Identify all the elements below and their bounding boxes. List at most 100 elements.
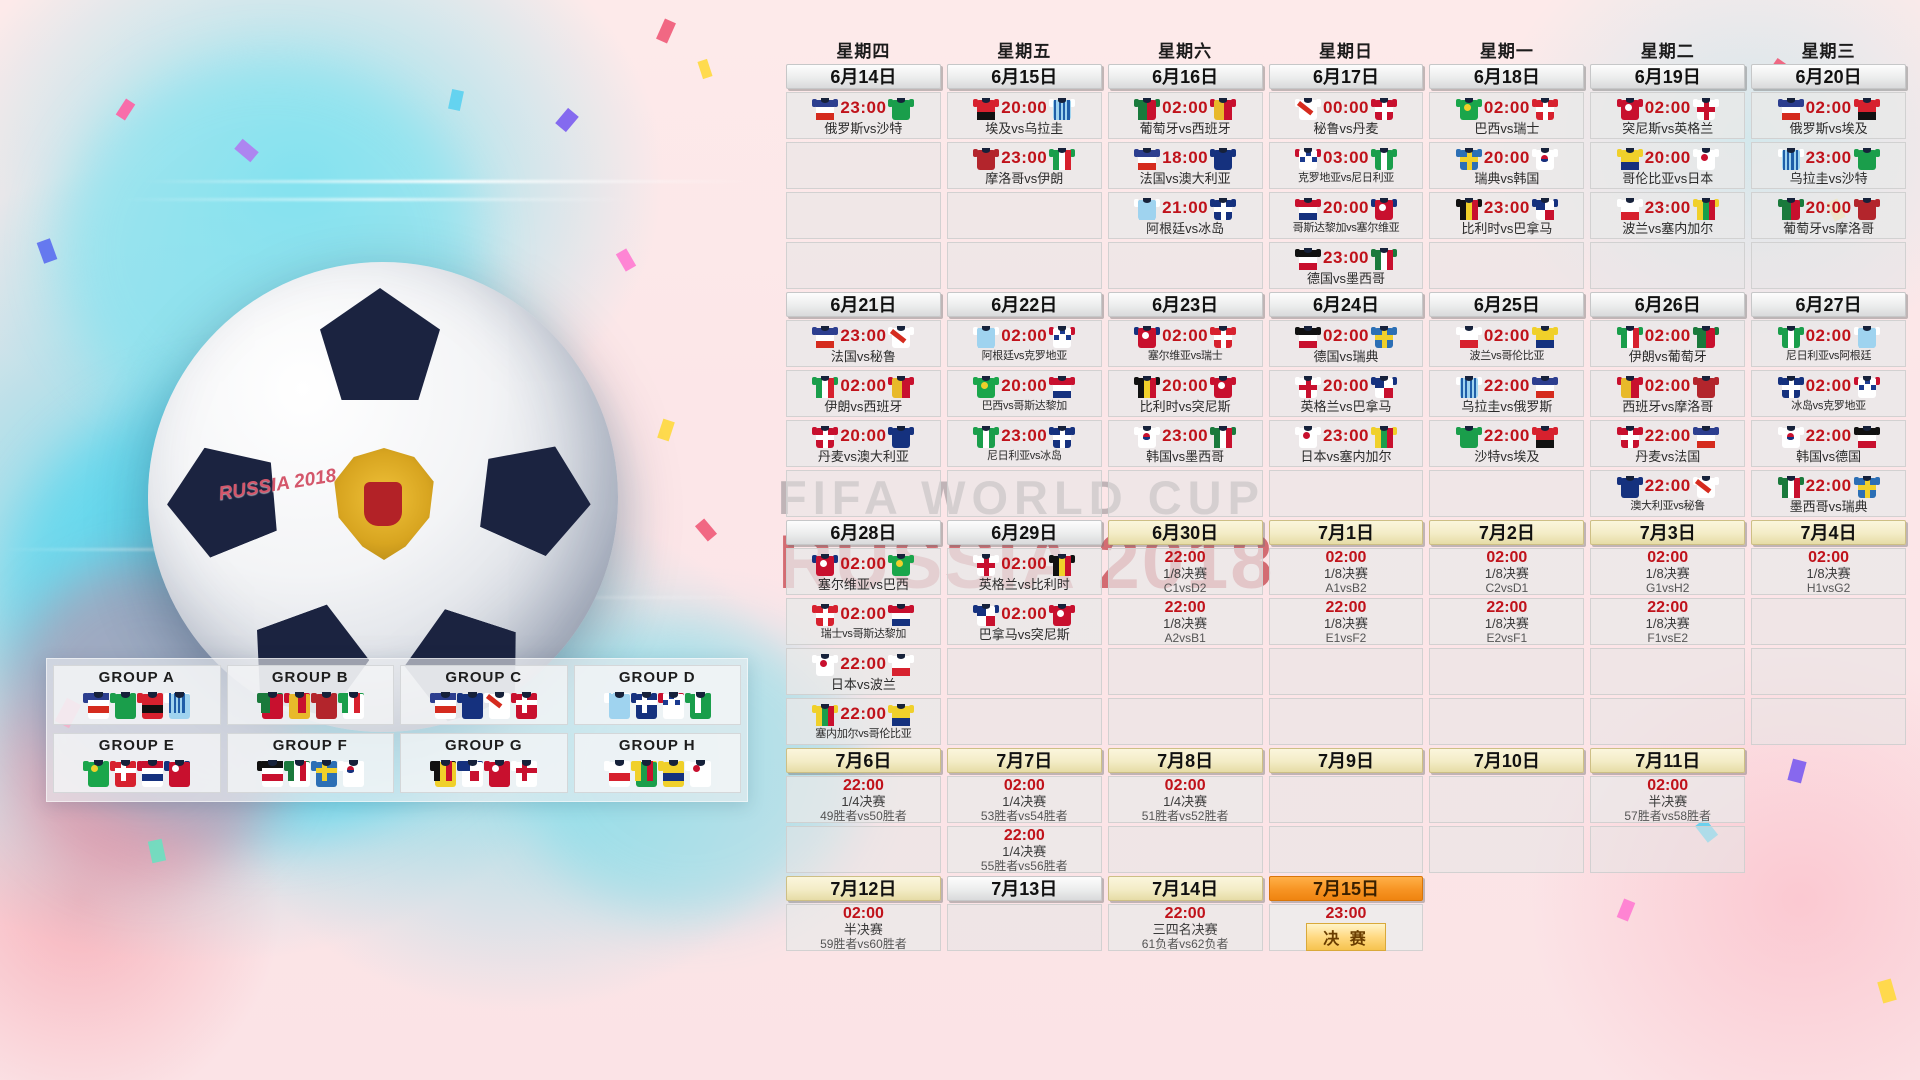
- knockout-match-cell[interactable]: 02:00 半决赛 59胜者vs60胜者: [786, 904, 941, 951]
- group-box-group-d[interactable]: GROUP D: [573, 665, 741, 725]
- match-cell[interactable]: 02:00 俄罗斯vs埃及: [1751, 92, 1906, 139]
- group-box-group-c[interactable]: GROUP C: [400, 665, 568, 725]
- date-header[interactable]: 7月3日: [1590, 520, 1746, 545]
- date-header[interactable]: 7月9日: [1268, 748, 1424, 773]
- match-cell[interactable]: 20:00 哥斯达黎加vs塞尔维亚: [1268, 192, 1424, 239]
- knockout-match-cell[interactable]: 02:00 1/8决赛 G1vsH2: [1590, 548, 1746, 595]
- date-header[interactable]: 6月22日: [946, 292, 1102, 317]
- match-cell[interactable]: 02:00 西班牙vs摩洛哥: [1590, 370, 1746, 417]
- match-cell[interactable]: 02:00 德国vs瑞典: [1268, 320, 1424, 367]
- group-box-group-h[interactable]: GROUP H: [573, 733, 741, 793]
- date-header[interactable]: 6月19日: [1590, 64, 1746, 89]
- date-header[interactable]: 7月6日: [786, 748, 941, 773]
- group-box-group-a[interactable]: GROUP A: [53, 665, 221, 725]
- knockout-match-cell[interactable]: 22:00 1/8决赛 E1vsF2: [1268, 598, 1424, 645]
- match-cell[interactable]: 22:00 墨西哥vs瑞典: [1751, 470, 1906, 517]
- match-cell[interactable]: 02:00 塞尔维亚vs巴西: [786, 548, 941, 595]
- date-header[interactable]: 6月18日: [1429, 64, 1585, 89]
- date-header[interactable]: 6月14日: [786, 64, 941, 89]
- knockout-match-cell[interactable]: 02:00 半决赛 57胜者vs58胜者: [1590, 776, 1746, 823]
- match-cell[interactable]: 02:00 伊朗vs葡萄牙: [1590, 320, 1746, 367]
- date-header[interactable]: 6月30日: [1107, 520, 1263, 545]
- match-cell[interactable]: 18:00 法国vs澳大利亚: [1107, 142, 1263, 189]
- knockout-match-cell[interactable]: 02:00 1/8决赛 A1vsB2: [1268, 548, 1424, 595]
- match-cell[interactable]: 02:00 阿根廷vs克罗地亚: [946, 320, 1102, 367]
- knockout-match-cell[interactable]: 22:00 1/8决赛 C1vsD2: [1107, 548, 1263, 595]
- match-cell[interactable]: 23:00 乌拉圭vs沙特: [1751, 142, 1906, 189]
- date-header[interactable]: 6月29日: [946, 520, 1102, 545]
- date-header[interactable]: 7月1日: [1268, 520, 1424, 545]
- match-cell[interactable]: 20:00 巴西vs哥斯达黎加: [946, 370, 1102, 417]
- match-cell[interactable]: 23:00 法国vs秘鲁: [786, 320, 941, 367]
- match-cell[interactable]: 22:00 乌拉圭vs俄罗斯: [1429, 370, 1585, 417]
- date-header[interactable]: 6月28日: [786, 520, 941, 545]
- match-cell[interactable]: 02:00 伊朗vs西班牙: [786, 370, 941, 417]
- knockout-match-cell[interactable]: 02:00 1/4决赛 53胜者vs54胜者: [946, 776, 1102, 823]
- match-cell[interactable]: 02:00 冰岛vs克罗地亚: [1751, 370, 1906, 417]
- knockout-match-cell[interactable]: 02:00 1/4决赛 51胜者vs52胜者: [1107, 776, 1263, 823]
- knockout-match-cell[interactable]: 02:00 1/8决赛 H1vsG2: [1751, 548, 1906, 595]
- group-box-group-b[interactable]: GROUP B: [226, 665, 394, 725]
- match-cell[interactable]: 20:00 葡萄牙vs摩洛哥: [1751, 192, 1906, 239]
- match-cell[interactable]: 02:00 塞尔维亚vs瑞士: [1107, 320, 1263, 367]
- group-box-group-e[interactable]: GROUP E: [53, 733, 221, 793]
- match-cell[interactable]: 02:00 巴拿马vs突尼斯: [946, 598, 1102, 645]
- match-cell[interactable]: 22:00 澳大利亚vs秘鲁: [1590, 470, 1746, 517]
- match-cell[interactable]: 02:00 巴西vs瑞士: [1429, 92, 1585, 139]
- date-header[interactable]: 6月25日: [1429, 292, 1585, 317]
- date-header[interactable]: 6月24日: [1268, 292, 1424, 317]
- date-header[interactable]: 7月10日: [1429, 748, 1585, 773]
- date-header[interactable]: 7月8日: [1107, 748, 1263, 773]
- match-cell[interactable]: 22:00 塞内加尔vs哥伦比亚: [786, 698, 941, 745]
- match-cell[interactable]: 23:00 比利时vs巴拿马: [1429, 192, 1585, 239]
- date-header[interactable]: 6月16日: [1107, 64, 1263, 89]
- knockout-match-cell[interactable]: 22:00 1/8决赛 A2vsB1: [1107, 598, 1263, 645]
- date-header[interactable]: 7月14日: [1107, 876, 1263, 901]
- date-header[interactable]: 6月17日: [1268, 64, 1424, 89]
- knockout-match-cell[interactable]: 02:00 1/8决赛 C2vsD1: [1429, 548, 1585, 595]
- date-header[interactable]: 7月4日: [1751, 520, 1906, 545]
- date-header[interactable]: 7月12日: [786, 876, 941, 901]
- knockout-match-cell[interactable]: 22:00 1/8决赛 F1vsE2: [1590, 598, 1746, 645]
- match-cell[interactable]: 20:00 英格兰vs巴拿马: [1268, 370, 1424, 417]
- match-cell[interactable]: 23:00 德国vs墨西哥: [1268, 242, 1424, 289]
- group-box-group-g[interactable]: GROUP G: [400, 733, 568, 793]
- match-cell[interactable]: 22:00 丹麦vs法国: [1590, 420, 1746, 467]
- match-cell[interactable]: 23:00 摩洛哥vs伊朗: [946, 142, 1102, 189]
- date-header[interactable]: 6月27日: [1751, 292, 1906, 317]
- match-cell[interactable]: 02:00 瑞士vs哥斯达黎加: [786, 598, 941, 645]
- date-header[interactable]: 6月15日: [946, 64, 1102, 89]
- match-cell[interactable]: 20:00 埃及vs乌拉圭: [946, 92, 1102, 139]
- match-cell[interactable]: 23:00 俄罗斯vs沙特: [786, 92, 941, 139]
- match-cell[interactable]: 03:00 克罗地亚vs尼日利亚: [1268, 142, 1424, 189]
- knockout-match-cell[interactable]: 22:00 三四名决赛 61负者vs62负者: [1107, 904, 1263, 951]
- match-cell[interactable]: 23:00 韩国vs墨西哥: [1107, 420, 1263, 467]
- match-cell[interactable]: 23:00 波兰vs塞内加尔: [1590, 192, 1746, 239]
- knockout-match-cell[interactable]: 22:00 1/4决赛 49胜者vs50胜者: [786, 776, 941, 823]
- match-cell[interactable]: 02:00 葡萄牙vs西班牙: [1107, 92, 1263, 139]
- match-cell[interactable]: 20:00 丹麦vs澳大利亚: [786, 420, 941, 467]
- date-header[interactable]: 6月20日: [1751, 64, 1906, 89]
- knockout-match-cell[interactable]: 22:00 1/8决赛 E2vsF1: [1429, 598, 1585, 645]
- match-cell[interactable]: 02:00 英格兰vs比利时: [946, 548, 1102, 595]
- date-header[interactable]: 7月7日: [946, 748, 1102, 773]
- match-cell[interactable]: 23:00 尼日利亚vs冰岛: [946, 420, 1102, 467]
- match-cell[interactable]: 21:00 阿根廷vs冰岛: [1107, 192, 1263, 239]
- match-cell[interactable]: 02:00 波兰vs哥伦比亚: [1429, 320, 1585, 367]
- date-header[interactable]: 6月26日: [1590, 292, 1746, 317]
- knockout-match-cell[interactable]: 22:00 1/4决赛 55胜者vs56胜者: [946, 826, 1102, 873]
- match-cell[interactable]: 22:00 韩国vs德国: [1751, 420, 1906, 467]
- match-cell[interactable]: 02:00 尼日利亚vs阿根廷: [1751, 320, 1906, 367]
- date-header[interactable]: 7月13日: [946, 876, 1102, 901]
- date-header[interactable]: 6月23日: [1107, 292, 1263, 317]
- match-cell[interactable]: 20:00 比利时vs突尼斯: [1107, 370, 1263, 417]
- date-header[interactable]: 7月15日: [1268, 876, 1424, 901]
- match-cell[interactable]: 22:00 日本vs波兰: [786, 648, 941, 695]
- date-header[interactable]: 6月21日: [786, 292, 941, 317]
- date-header[interactable]: 7月11日: [1590, 748, 1746, 773]
- group-box-group-f[interactable]: GROUP F: [226, 733, 394, 793]
- match-cell[interactable]: 22:00 沙特vs埃及: [1429, 420, 1585, 467]
- match-cell[interactable]: 20:00 瑞典vs韩国: [1429, 142, 1585, 189]
- match-cell[interactable]: 00:00 秘鲁vs丹麦: [1268, 92, 1424, 139]
- match-cell[interactable]: 20:00 哥伦比亚vs日本: [1590, 142, 1746, 189]
